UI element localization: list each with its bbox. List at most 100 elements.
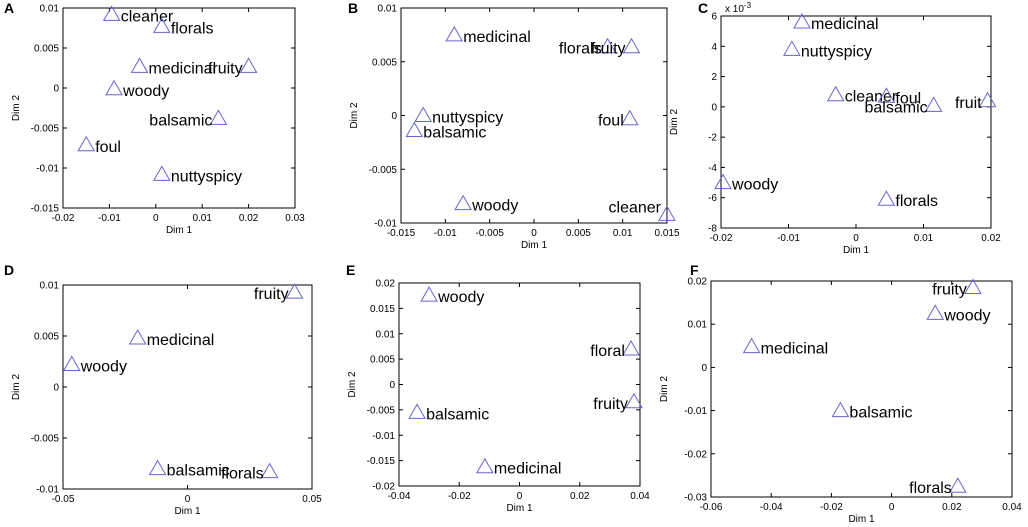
x-tick-label: 0.05 (302, 494, 322, 505)
point-marker-fruity (622, 37, 641, 54)
x-tick-label: -0.01 (777, 233, 800, 244)
y-tick-label: 0.005 (34, 332, 59, 343)
y-tick-label: 0.005 (370, 355, 395, 366)
point-label: florals (895, 193, 938, 210)
point-label: florals (909, 480, 952, 497)
y-axis-label: Dim 2 (347, 371, 358, 398)
x-axis-label: Dim 1 (521, 240, 548, 251)
x-tick-label: -0.02 (820, 502, 843, 513)
point-marker-cleaner (658, 205, 676, 221)
point-label: balsamic (864, 99, 927, 116)
y-tick-label: 2 (711, 72, 717, 83)
y-tick-label: -0.005 (367, 405, 396, 416)
panel-letter: A (4, 0, 14, 16)
point-marker-fruit (978, 91, 997, 108)
point-marker-florals (948, 477, 967, 493)
x-tick-label: 0.02 (942, 502, 962, 513)
point-marker-woody (926, 304, 945, 320)
point-marker-foul (77, 135, 96, 152)
point-label: nuttyspicy (171, 168, 242, 185)
y-tick-label: -0.02 (372, 482, 395, 493)
point-label: balsamic (423, 125, 486, 142)
y-tick-label: -0.005 (31, 434, 60, 445)
point-label: balsamic (849, 405, 912, 422)
point-label: woody (80, 359, 127, 376)
point-label: woody (731, 177, 778, 194)
x-tick-label: 0.015 (654, 228, 679, 239)
point-label: cleaner (609, 199, 662, 216)
point-label: floral (590, 343, 625, 360)
point-label: fruit (955, 95, 982, 112)
plot-frame (398, 282, 641, 487)
x-tick-label: 0.02 (570, 491, 590, 502)
point-label: woody (471, 198, 518, 215)
x-tick-label: 0.02 (981, 233, 1001, 244)
point-label: nuttyspicy (432, 110, 503, 127)
axis-multiplier-base: x 10 (725, 4, 744, 15)
point-label: nuttyspicy (801, 43, 872, 60)
y-axis-label: Dim 2 (349, 102, 360, 129)
axis-multiplier: x 10-3 (725, 1, 752, 15)
y-tick-label: -2 (708, 133, 717, 144)
y-tick-label: 0 (389, 380, 395, 391)
plot-frame (710, 280, 1013, 498)
point-marker-balsamic (408, 403, 426, 419)
y-tick-label: -0.03 (684, 493, 707, 504)
panel-letter: F (690, 262, 699, 278)
point-marker-medicinal (445, 25, 464, 42)
point-marker-balsamic (924, 96, 943, 112)
y-tick-label: -4 (708, 163, 717, 174)
y-tick-label: 0.02 (376, 279, 396, 290)
y-tick-label: -0.01 (36, 164, 59, 175)
point-marker-woody (420, 286, 438, 302)
point-label: balsamic (149, 112, 212, 129)
point-marker-balsamic (209, 109, 228, 125)
point-marker-nuttyspicy (152, 165, 171, 181)
point-marker-florals (877, 190, 896, 206)
point-label: fruity (591, 41, 626, 58)
point-marker-florals (598, 37, 617, 54)
plot-frame (62, 7, 296, 209)
point-label: medicinal (811, 16, 879, 33)
plot-frame (62, 284, 313, 490)
point-marker-woody (62, 355, 81, 372)
y-tick-label: 0.005 (372, 57, 397, 68)
y-tick-label: 0 (701, 363, 707, 374)
x-tick-label: -0.02 (448, 491, 471, 502)
axis-multiplier-exponent: -3 (744, 1, 752, 10)
point-marker-balsamic (148, 459, 167, 476)
x-tick-label: 0 (531, 228, 537, 239)
y-tick-label: 0.01 (40, 4, 60, 15)
y-tick-label: 0 (711, 102, 717, 113)
point-label: medicinal (147, 332, 215, 349)
point-marker-floral (622, 339, 640, 356)
y-tick-label: 6 (711, 12, 717, 23)
point-label: woody (122, 83, 169, 100)
y-tick-label: -0.005 (31, 124, 60, 135)
panel-d: D -0.05 0 0.05 -0.01 -0.005 0 0.005 0.01 Dim 1 Dim… (4, 262, 322, 517)
point-label: woody (437, 289, 484, 306)
point-marker-nuttyspicy (783, 40, 801, 56)
y-tick-label: -0.01 (372, 431, 395, 442)
point-label: medicinal (494, 461, 562, 478)
point-label: medicinal (149, 60, 217, 77)
y-tick-label: -0.015 (367, 456, 396, 467)
y-tick-label: -0.015 (31, 204, 60, 215)
plot-frame (720, 15, 992, 229)
point-label: medicinal (761, 341, 829, 358)
point-marker-woody (105, 79, 123, 96)
panel-letter: B (348, 0, 358, 16)
point-label: balsamic (167, 463, 230, 480)
y-tick-label: 0 (53, 84, 59, 95)
x-tick-label: 0.04 (630, 491, 650, 502)
y-tick-label: 0.01 (376, 329, 396, 340)
y-axis-label: Dim 2 (11, 374, 22, 401)
point-marker-medicinal (130, 57, 149, 73)
x-tick-label: 0.005 (566, 228, 591, 239)
point-marker-medicinal (475, 457, 494, 474)
y-tick-label: 0.01 (688, 320, 708, 331)
point-label: cleaner (121, 8, 174, 25)
x-tick-label: -0.04 (760, 502, 783, 513)
point-marker-medicinal (742, 337, 761, 354)
point-marker-nuttyspicy (414, 106, 433, 122)
